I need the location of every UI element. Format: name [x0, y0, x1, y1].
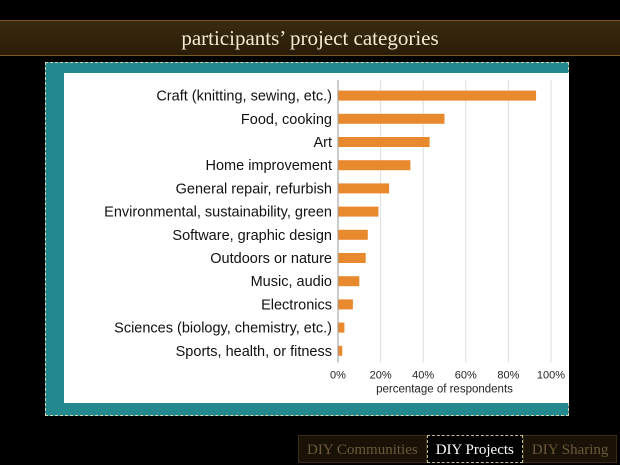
nav-tab-diy-communities[interactable]: DIY Communities [298, 435, 427, 463]
bar-chart: 0% 20% 40% 60% 80% 100% Craft (knitting, sewin… [104, 80, 565, 395]
section-nav: DIY Communities DIY Projects DIY Sharing [298, 435, 618, 463]
bar [338, 113, 445, 124]
category-label: Sciences (biology, chemistry, etc.) [114, 321, 332, 337]
category-label: Outdoors or nature [210, 251, 332, 267]
bar [338, 253, 366, 263]
bar [338, 90, 537, 101]
bar [338, 322, 345, 333]
nav-tab-diy-projects[interactable]: DIY Projects [426, 435, 523, 463]
bar [338, 345, 343, 356]
category-label: Sports, health, or fitness [176, 344, 332, 360]
x-axis-label: percentage of respondents [376, 383, 513, 395]
bar [338, 160, 411, 171]
chart-panel: 0% 20% 40% 60% 80% 100% Craft (knitting, sewin… [64, 73, 569, 403]
x-tick-label: 80% [497, 369, 519, 381]
slide-title: participants’ project categories [181, 25, 439, 50]
category-label: Art [313, 135, 332, 151]
x-tick-label: 40% [412, 369, 434, 381]
category-label: Software, graphic design [172, 228, 332, 244]
slide-title-bar: participants’ project categories [0, 20, 620, 56]
category-label: Craft (knitting, sewing, etc.) [156, 89, 332, 105]
bar [338, 229, 368, 240]
category-label: Environmental, sustainability, green [104, 205, 332, 221]
x-tick-label: 60% [455, 369, 477, 381]
bar [338, 183, 390, 194]
x-tick-label: 100% [537, 369, 565, 381]
bar [338, 206, 379, 217]
x-tick-label: 0% [330, 369, 346, 381]
bar [338, 299, 353, 310]
category-label: General repair, refurbish [176, 181, 332, 197]
category-label: Music, audio [251, 274, 332, 290]
nav-tab-diy-sharing[interactable]: DIY Sharing [522, 435, 618, 463]
x-tick-label: 20% [370, 369, 392, 381]
category-label: Food, cooking [241, 112, 332, 128]
bar [338, 276, 360, 287]
category-label: Electronics [261, 297, 332, 313]
bar [338, 137, 430, 147]
category-label: Home improvement [205, 158, 332, 174]
